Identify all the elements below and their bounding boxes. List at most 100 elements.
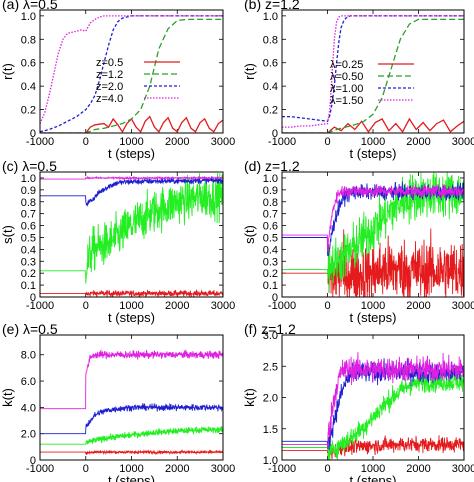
legend: z=0.5z=1.2z=2.0z=4.0 <box>96 57 180 105</box>
x-tick-label: 1000 <box>119 300 143 312</box>
x-tick-label: 3000 <box>452 300 474 312</box>
y-tick-label: 0.5 <box>263 232 278 244</box>
series-line <box>40 449 223 456</box>
legend-label: z=4.0 <box>96 93 123 105</box>
y-tick-label: 1.0 <box>21 173 36 185</box>
y-tick-label: 6.0 <box>21 376 36 388</box>
x-tick-label: -1000 <box>26 136 54 148</box>
plot-frame <box>39 171 224 298</box>
series-line <box>282 15 464 128</box>
y-tick-label: 0.4 <box>21 244 36 256</box>
y-axis-label: r(t) <box>242 63 257 80</box>
x-axis-label: t (steps) <box>108 146 155 161</box>
x-axis-label: t (steps) <box>108 310 155 325</box>
y-tick-label: 0.6 <box>21 58 36 70</box>
y-tick-label: 0.8 <box>21 34 36 46</box>
series-line <box>282 228 464 297</box>
y-tick-label: 0 <box>272 292 278 304</box>
y-tick-label: 0.7 <box>263 209 278 221</box>
x-tick-label: 2000 <box>165 300 189 312</box>
y-axis-label: k(t) <box>0 388 15 407</box>
y-tick-label: 0.4 <box>263 244 278 256</box>
plot-area <box>282 15 464 133</box>
y-tick-label: 2.0 <box>263 393 278 405</box>
plot-area <box>40 349 223 456</box>
series-line <box>40 425 223 446</box>
series-line <box>282 15 464 123</box>
legend-label: λ=1.50 <box>330 95 363 107</box>
x-tick-label: 1000 <box>119 136 143 148</box>
y-tick-label: 0.1 <box>263 280 278 292</box>
y-tick-label: 1.0 <box>263 173 278 185</box>
y-tick-label: 0.9 <box>21 185 36 197</box>
series-line <box>282 371 464 460</box>
x-tick-label: 0 <box>324 136 330 148</box>
chart-panel: -1000 0 1000 2000 300000.10.20.30.40.50.60.7… <box>242 158 474 325</box>
chart-title: (e) λ=0.5 <box>2 321 58 337</box>
x-tick-label: -1000 <box>268 300 296 312</box>
y-tick-label: 0.2 <box>21 105 36 117</box>
y-axis-label: k(t) <box>242 388 257 407</box>
y-tick-label: 0 <box>30 292 36 304</box>
y-tick-label: 0.3 <box>21 256 36 268</box>
x-tick-label: 0 <box>324 300 330 312</box>
x-axis-label: t (steps) <box>350 310 397 325</box>
series-line <box>282 18 464 133</box>
y-tick-label: 0.6 <box>263 221 278 233</box>
x-axis-label: t (steps) <box>108 473 155 482</box>
chart-panel: -1000 0 1000 2000 3000 1.0 1.5 2.0 2.5 3.0 t (step… <box>242 321 474 482</box>
x-tick-label: -1000 <box>268 136 296 148</box>
chart-title: (a) λ=0.5 <box>2 0 58 12</box>
series-line <box>40 175 223 181</box>
y-tick-label: 1.0 <box>21 11 36 23</box>
legend-label: z=1.2 <box>96 69 123 81</box>
series-line <box>40 349 223 410</box>
series-line <box>40 172 223 284</box>
y-axis-label: r(t) <box>0 63 15 80</box>
x-tick-label: -1000 <box>26 300 54 312</box>
plot-frame <box>281 334 465 461</box>
x-tick-label: 2000 <box>406 300 430 312</box>
y-tick-label: 0.1 <box>21 280 36 292</box>
series-line <box>40 15 223 124</box>
series-line <box>282 181 464 257</box>
legend-label: z=2.0 <box>96 81 123 93</box>
y-tick-label: 0.8 <box>263 34 278 46</box>
chart-title: (d) z=1.2 <box>244 158 300 174</box>
series-line <box>40 176 223 207</box>
x-tick-label: -1000 <box>268 463 296 475</box>
y-axis-label: s(t) <box>0 225 15 244</box>
y-tick-label: 2.5 <box>263 361 278 373</box>
legend-label: λ=0.25 <box>330 59 363 71</box>
x-tick-label: 2000 <box>406 136 430 148</box>
x-tick-label: 0 <box>324 463 330 475</box>
y-tick-label: 0.2 <box>21 268 36 280</box>
x-axis-label: t (steps) <box>350 146 397 161</box>
x-tick-label: 1000 <box>119 463 143 475</box>
y-tick-label: 0.7 <box>21 209 36 221</box>
x-tick-label: 3000 <box>211 463 235 475</box>
y-tick-label: 0.8 <box>263 197 278 209</box>
series-line <box>40 15 223 133</box>
x-tick-label: 2000 <box>165 463 189 475</box>
plot-frame <box>281 171 465 298</box>
y-tick-label: 0 <box>30 455 36 467</box>
y-tick-label: 0.3 <box>263 256 278 268</box>
series-line <box>40 402 223 435</box>
series-line <box>282 117 464 133</box>
plot-area <box>282 352 464 460</box>
series-line <box>40 289 223 297</box>
y-tick-label: 0.2 <box>263 268 278 280</box>
plot-area <box>40 172 223 297</box>
y-tick-label: 0 <box>272 128 278 140</box>
y-tick-label: 8.0 <box>21 350 36 362</box>
y-tick-label: 0 <box>30 128 36 140</box>
x-tick-label: 0 <box>83 463 89 475</box>
y-tick-label: 0.4 <box>263 81 278 93</box>
series-line <box>282 352 464 448</box>
x-axis-label: t (steps) <box>350 473 397 482</box>
x-tick-label: 2000 <box>165 136 189 148</box>
